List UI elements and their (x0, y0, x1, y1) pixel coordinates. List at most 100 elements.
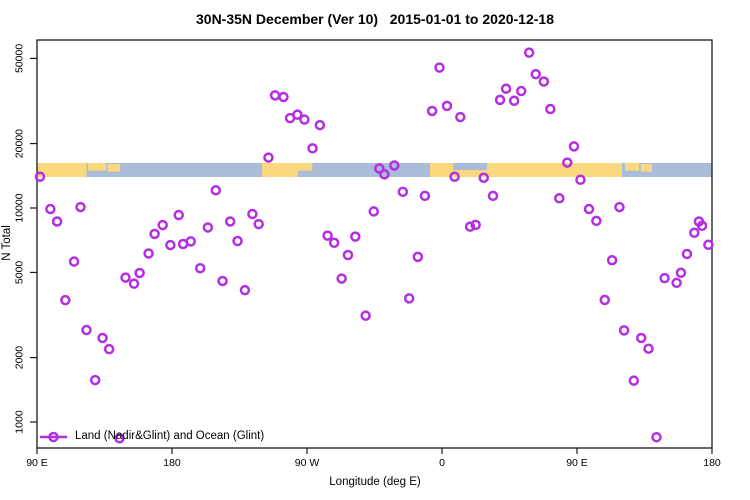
data-point (449, 171, 460, 182)
data-point (157, 219, 168, 231)
data-point (134, 267, 145, 279)
data-point (253, 218, 264, 230)
data-point (307, 143, 318, 154)
data-point (538, 76, 550, 87)
legend-label: Land (Nadir&Glint) and Ocean (Glint) (75, 430, 265, 442)
y-tick-label: 10000 (14, 193, 26, 222)
data-point (515, 85, 527, 97)
data-point (143, 248, 154, 259)
data-point (599, 294, 610, 306)
data-point (675, 267, 687, 279)
data-point (68, 256, 80, 267)
x-tick-label: 180 (703, 457, 721, 469)
data-point (350, 231, 361, 242)
data-point (97, 332, 108, 344)
map-band-land (107, 164, 121, 172)
data-point (618, 325, 630, 336)
data-point (575, 174, 586, 186)
data-point (681, 248, 693, 260)
data-point (379, 169, 390, 180)
x-tick-label: 90 W (295, 457, 320, 469)
data-point (247, 208, 258, 220)
data-point (464, 221, 476, 232)
data-point (671, 277, 682, 289)
data-point (278, 91, 289, 103)
data-point (299, 114, 310, 125)
data-point (419, 190, 431, 202)
chart-title: 30N-35N December (Ver 10) 2015-01-01 to … (196, 11, 554, 27)
data-point (470, 219, 481, 231)
x-tick-label: 90 E (566, 457, 588, 469)
data-point (500, 83, 512, 94)
data-point (455, 111, 466, 123)
x-tick-label: 0 (439, 457, 445, 469)
data-point (51, 216, 63, 227)
data-point (103, 343, 115, 355)
data-point (635, 332, 647, 344)
data-point (659, 272, 670, 284)
data-point (217, 275, 228, 287)
map-band-land (625, 163, 640, 171)
data-point (336, 273, 347, 284)
data-point (165, 239, 176, 251)
data-point (269, 90, 281, 101)
data-point (185, 236, 196, 247)
data-point (487, 190, 499, 202)
map-band-land (37, 163, 87, 177)
data-point (689, 227, 700, 239)
legend-marker-icon (48, 431, 59, 443)
data-point (583, 203, 595, 215)
data-point (651, 431, 662, 443)
data-point (426, 105, 438, 117)
data-point (606, 254, 618, 266)
data-point (403, 293, 415, 304)
data-point (232, 235, 243, 247)
y-tick-label: 50000 (14, 44, 26, 73)
y-tick-label: 1000 (14, 410, 26, 434)
data-point (114, 433, 125, 444)
x-tick-label: 90 E (26, 457, 48, 469)
data-point (60, 294, 71, 306)
data-point (81, 324, 92, 336)
data-point (239, 284, 251, 296)
data-point (194, 262, 206, 274)
data-point (703, 239, 714, 251)
y-tick-label: 20000 (14, 129, 26, 158)
map-band-land (640, 164, 652, 172)
data-point (568, 141, 580, 152)
data-point (328, 237, 340, 249)
data-point (434, 62, 445, 73)
y-tick-label: 2000 (14, 346, 26, 370)
data-point (202, 222, 214, 233)
x-axis-title: Longitude (deg E) (329, 476, 421, 488)
data-point (368, 206, 379, 217)
data-point (562, 157, 573, 168)
y-axis-title: N Total (1, 225, 13, 261)
data-point (89, 374, 101, 386)
x-tick-label: 180 (163, 457, 181, 469)
data-point (360, 310, 371, 321)
data-point (224, 216, 236, 227)
data-point (342, 249, 354, 261)
data-point (494, 94, 506, 106)
y-tick-label: 5000 (14, 261, 26, 285)
data-point (397, 186, 409, 198)
data-point (545, 103, 556, 115)
data-point (478, 172, 489, 183)
data-point (210, 185, 222, 196)
data-point (45, 203, 56, 215)
data-point (628, 375, 640, 386)
data-point (263, 152, 274, 163)
data-point (523, 47, 535, 58)
data-point (389, 160, 400, 171)
map-band-land (88, 163, 106, 171)
data-point (75, 201, 86, 213)
data-point (34, 171, 46, 182)
data-point (120, 272, 131, 283)
data-point (614, 201, 625, 213)
data-point (591, 215, 602, 227)
data-point (441, 100, 453, 112)
data-point (149, 228, 160, 240)
